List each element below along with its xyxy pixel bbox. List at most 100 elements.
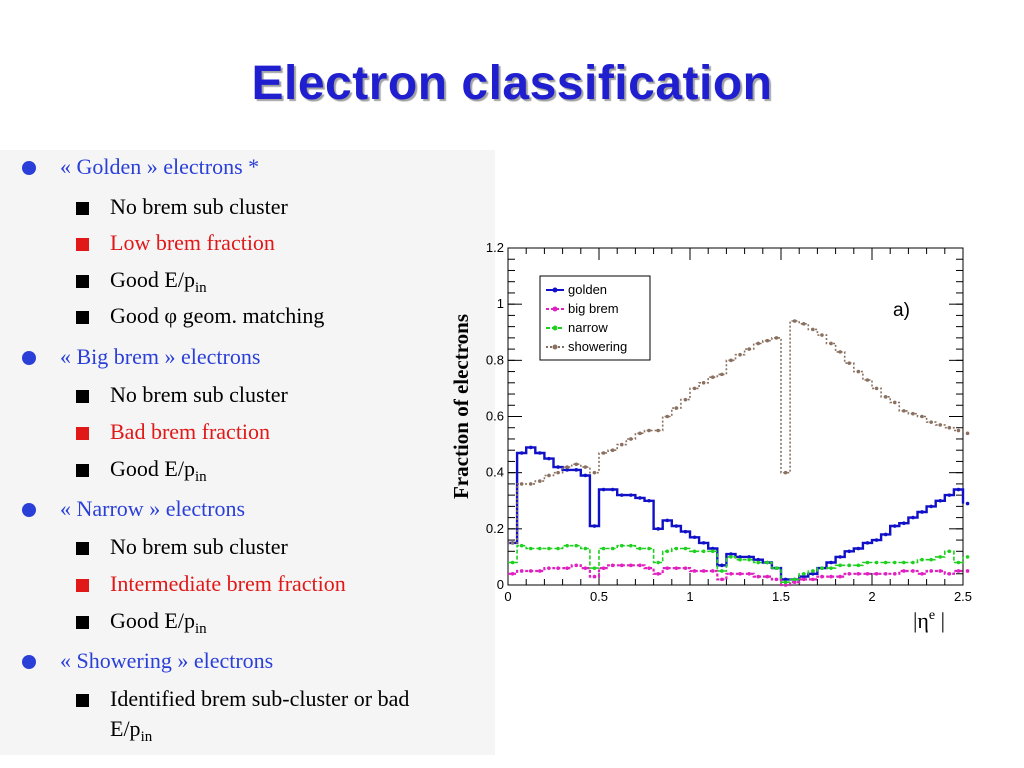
data-point-big-brem bbox=[820, 574, 824, 579]
data-point-big-brem bbox=[856, 571, 861, 576]
data-point-narrow bbox=[883, 560, 888, 565]
data-point-big-brem bbox=[738, 571, 742, 576]
page-title: Electron classification bbox=[251, 57, 773, 110]
data-point-narrow bbox=[774, 566, 779, 570]
data-point-big-brem bbox=[538, 569, 542, 573]
data-point-showering bbox=[638, 431, 642, 436]
sub-bullet-item: No brem sub cluster bbox=[110, 534, 288, 560]
data-point-narrow bbox=[720, 569, 724, 573]
bullet-dot-icon bbox=[22, 161, 36, 175]
sub-bullet-item: Identified brem sub-cluster or bad bbox=[110, 686, 409, 712]
data-point-narrow bbox=[929, 557, 933, 562]
sub-bullet-item: E/pin bbox=[110, 716, 153, 745]
data-point-big-brem bbox=[610, 563, 615, 568]
y-tick-label: 0.6 bbox=[486, 409, 504, 424]
data-point-narrow bbox=[947, 549, 952, 554]
data-point-narrow bbox=[811, 569, 815, 573]
data-point-showering bbox=[947, 425, 952, 430]
data-point-golden bbox=[610, 487, 615, 492]
data-point-showering bbox=[792, 319, 797, 323]
data-point-narrow bbox=[510, 560, 515, 565]
bullet-dot-icon bbox=[22, 351, 36, 365]
data-point-narrow bbox=[556, 546, 560, 551]
y-tick-label: 0.8 bbox=[486, 352, 504, 367]
data-point-narrow bbox=[519, 543, 524, 548]
data-point-narrow bbox=[738, 557, 742, 562]
data-point-big-brem bbox=[647, 566, 651, 570]
legend-marker bbox=[552, 287, 558, 293]
data-point-narrow bbox=[601, 546, 606, 551]
data-point-big-brem bbox=[701, 569, 706, 573]
data-point-big-brem bbox=[774, 577, 779, 582]
data-point-golden bbox=[801, 574, 806, 579]
data-point-showering bbox=[820, 333, 824, 337]
data-point-big-brem bbox=[920, 571, 924, 576]
data-point-golden bbox=[538, 451, 542, 455]
data-point-big-brem bbox=[938, 569, 943, 573]
subscript-text: in bbox=[194, 469, 207, 485]
legend-marker bbox=[552, 325, 558, 331]
data-point-big-brem bbox=[683, 566, 688, 570]
data-point-big-brem bbox=[929, 569, 933, 573]
data-point-narrow bbox=[610, 546, 615, 551]
data-point-showering bbox=[656, 428, 660, 433]
data-point-narrow bbox=[902, 560, 906, 565]
x-tick-label: 1.5 bbox=[772, 589, 790, 604]
data-point-showering bbox=[574, 462, 579, 467]
data-point-golden bbox=[656, 527, 660, 531]
data-point-showering bbox=[902, 409, 906, 413]
sub-bullet-item: Good E/pin bbox=[110, 267, 207, 296]
data-point-big-brem bbox=[629, 563, 633, 568]
data-point-showering bbox=[856, 369, 861, 374]
data-point-showering bbox=[865, 378, 870, 382]
sub-bullet-text: Good E/p bbox=[110, 267, 195, 292]
data-point-golden bbox=[629, 493, 633, 497]
data-point-showering bbox=[610, 448, 615, 452]
sub-bullet-item: Intermediate brem fraction bbox=[110, 571, 346, 597]
data-point-golden bbox=[838, 555, 842, 559]
sub-bullet-square-icon bbox=[76, 542, 89, 555]
data-point-big-brem bbox=[756, 574, 761, 579]
data-point-narrow bbox=[965, 555, 970, 559]
data-point-golden bbox=[547, 456, 551, 461]
sub-bullet-item: Good E/pin bbox=[110, 608, 207, 637]
data-point-big-brem bbox=[574, 563, 579, 568]
data-point-narrow bbox=[674, 546, 679, 551]
data-point-golden bbox=[847, 549, 852, 554]
data-point-showering bbox=[729, 358, 733, 363]
data-point-showering bbox=[619, 442, 624, 447]
data-point-showering bbox=[956, 428, 961, 433]
data-point-golden bbox=[929, 504, 933, 509]
y-tick-label: 1.2 bbox=[486, 240, 504, 255]
data-point-narrow bbox=[756, 560, 761, 565]
data-point-golden bbox=[874, 538, 879, 542]
data-point-showering bbox=[883, 395, 888, 399]
data-point-big-brem bbox=[829, 574, 833, 579]
subscript-text: in bbox=[140, 729, 153, 745]
sub-bullet-text: Good φ geom. matching bbox=[110, 303, 325, 328]
sub-bullet-text: Good E/p bbox=[110, 608, 195, 633]
x-tick-label: 1 bbox=[686, 589, 693, 604]
x-tick-label: 2.5 bbox=[954, 589, 972, 604]
data-point-golden bbox=[519, 451, 524, 455]
bullet-heading: « Big brem » electrons bbox=[60, 344, 261, 369]
data-point-narrow bbox=[874, 560, 879, 565]
data-point-big-brem bbox=[656, 571, 660, 576]
data-point-showering bbox=[938, 423, 943, 427]
data-point-golden bbox=[911, 515, 915, 520]
data-point-golden bbox=[902, 521, 906, 526]
data-point-narrow bbox=[865, 560, 870, 565]
x-tick-label: 2 bbox=[868, 589, 875, 604]
data-point-big-brem bbox=[847, 571, 852, 576]
chart-container: 0 0.5 1 1.5 2 2.5 0 0.2 0.4 0.6 0.8 1 1.2 golden big b… bbox=[420, 236, 980, 636]
legend-marker bbox=[552, 306, 558, 312]
data-point-big-brem bbox=[692, 569, 697, 573]
data-point-golden bbox=[720, 563, 724, 568]
y-tick-label: 0 bbox=[497, 577, 504, 592]
data-point-golden bbox=[747, 555, 751, 559]
data-point-showering bbox=[528, 482, 533, 486]
data-point-big-brem bbox=[792, 580, 797, 584]
data-point-showering bbox=[892, 400, 897, 405]
data-point-narrow bbox=[820, 566, 824, 570]
data-point-big-brem bbox=[528, 569, 533, 573]
